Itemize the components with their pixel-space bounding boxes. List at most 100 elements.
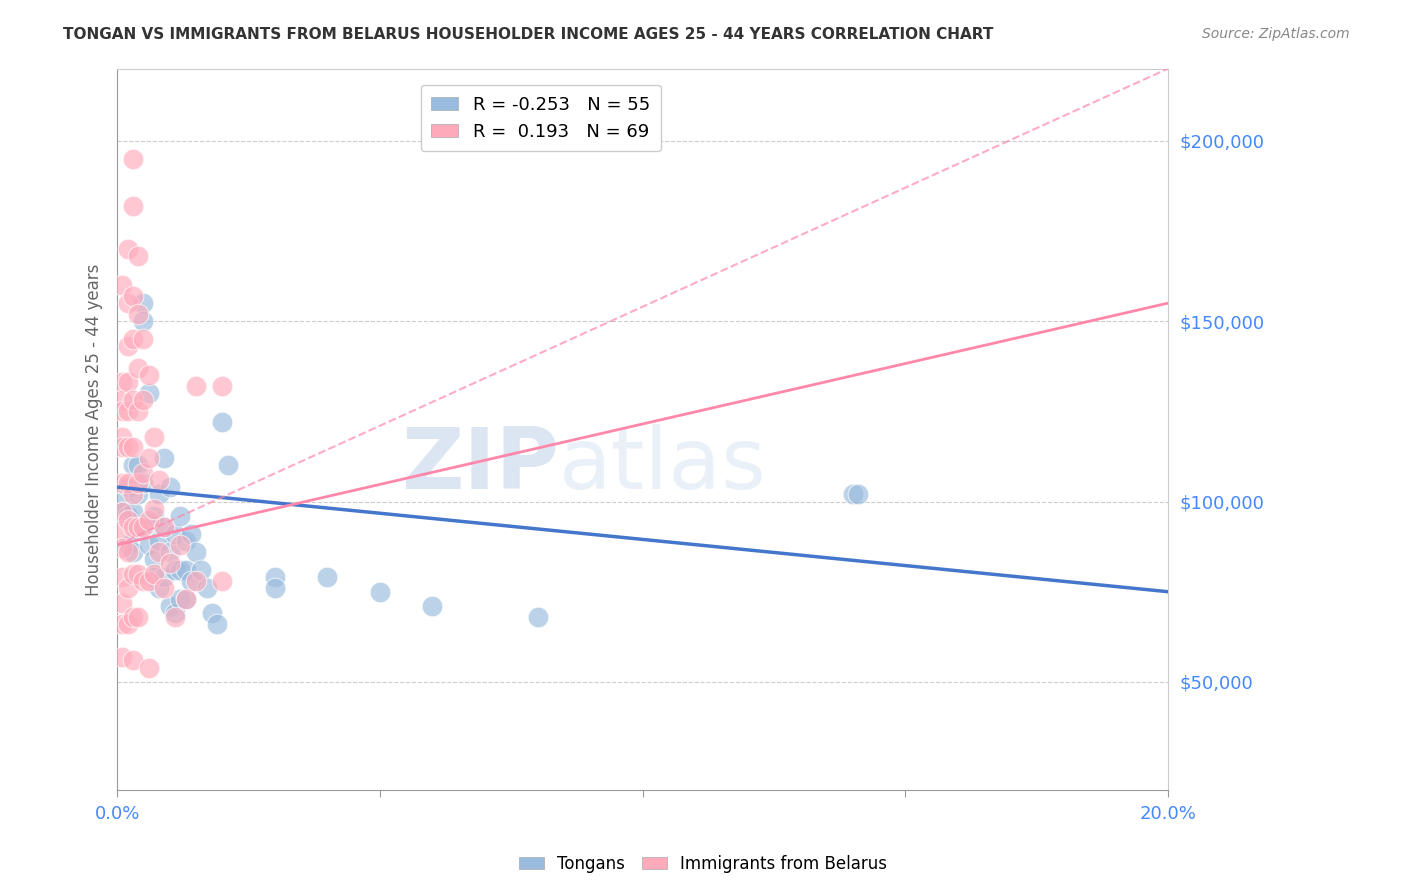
Point — [127, 249, 149, 263]
Text: Source: ZipAtlas.com: Source: ZipAtlas.com — [1202, 27, 1350, 41]
Point — [127, 361, 149, 376]
Point — [117, 376, 139, 390]
Point — [205, 617, 228, 632]
Point — [153, 451, 176, 466]
Point — [117, 441, 139, 455]
Point — [143, 429, 166, 443]
Point — [163, 527, 186, 541]
Point — [174, 591, 197, 606]
Point — [148, 487, 170, 501]
Point — [117, 545, 139, 559]
Point — [138, 516, 160, 531]
Point — [184, 379, 207, 393]
Point — [138, 368, 160, 383]
Point — [127, 566, 149, 581]
Point — [111, 596, 134, 610]
Point — [143, 570, 166, 584]
Point — [211, 574, 233, 588]
Point — [163, 607, 186, 621]
Point — [122, 505, 145, 519]
Point — [148, 545, 170, 559]
Point — [111, 570, 134, 584]
Point — [153, 520, 176, 534]
Point — [127, 524, 149, 538]
Point — [143, 566, 166, 581]
Point — [122, 152, 145, 166]
Point — [127, 458, 149, 473]
Point — [117, 480, 139, 494]
Point — [153, 570, 176, 584]
Point — [117, 404, 139, 418]
Point — [127, 307, 149, 321]
Point — [169, 538, 191, 552]
Point — [111, 524, 134, 538]
Point — [117, 581, 139, 595]
Point — [127, 404, 149, 418]
Point — [526, 610, 548, 624]
Point — [169, 591, 191, 606]
Y-axis label: Householder Income Ages 25 - 44 years: Householder Income Ages 25 - 44 years — [86, 263, 103, 596]
Point — [122, 393, 145, 408]
Point — [122, 545, 145, 559]
Point — [111, 617, 134, 632]
Point — [111, 429, 134, 443]
Point — [132, 393, 155, 408]
Point — [159, 545, 181, 559]
Point — [111, 505, 134, 519]
Point — [117, 512, 139, 526]
Point — [169, 563, 191, 577]
Point — [143, 552, 166, 566]
Point — [132, 574, 155, 588]
Point — [153, 581, 176, 595]
Point — [117, 242, 139, 256]
Point — [148, 581, 170, 595]
Point — [122, 566, 145, 581]
Point — [111, 393, 134, 408]
Point — [180, 527, 202, 541]
Point — [117, 617, 139, 632]
Point — [138, 574, 160, 588]
Point — [143, 501, 166, 516]
Point — [148, 473, 170, 487]
Legend: R = -0.253   N = 55, R =  0.193   N = 69: R = -0.253 N = 55, R = 0.193 N = 69 — [420, 85, 661, 152]
Point — [122, 653, 145, 667]
Point — [117, 538, 139, 552]
Point — [184, 545, 207, 559]
Point — [132, 332, 155, 346]
Point — [111, 476, 134, 491]
Point — [122, 487, 145, 501]
Point — [127, 610, 149, 624]
Point — [195, 581, 218, 595]
Point — [174, 534, 197, 549]
Point — [122, 520, 145, 534]
Point — [138, 512, 160, 526]
Point — [138, 660, 160, 674]
Point — [148, 534, 170, 549]
Point — [138, 538, 160, 552]
Point — [117, 339, 139, 353]
Point — [122, 199, 145, 213]
Point — [127, 487, 149, 501]
Point — [163, 563, 186, 577]
Point — [132, 476, 155, 491]
Text: TONGAN VS IMMIGRANTS FROM BELARUS HOUSEHOLDER INCOME AGES 25 - 44 YEARS CORRELAT: TONGAN VS IMMIGRANTS FROM BELARUS HOUSEH… — [63, 27, 994, 42]
Point — [180, 574, 202, 588]
Text: atlas: atlas — [558, 424, 766, 507]
Point — [122, 458, 145, 473]
Point — [132, 296, 155, 310]
Point — [122, 332, 145, 346]
Point — [132, 314, 155, 328]
Point — [316, 570, 339, 584]
Point — [138, 386, 160, 401]
Point — [122, 610, 145, 624]
Point — [127, 476, 149, 491]
Point — [132, 520, 155, 534]
Point — [263, 581, 285, 595]
Point — [174, 563, 197, 577]
Point — [217, 458, 239, 473]
Point — [111, 441, 134, 455]
Point — [132, 466, 155, 480]
Point — [153, 520, 176, 534]
Point — [842, 487, 865, 501]
Point — [159, 556, 181, 570]
